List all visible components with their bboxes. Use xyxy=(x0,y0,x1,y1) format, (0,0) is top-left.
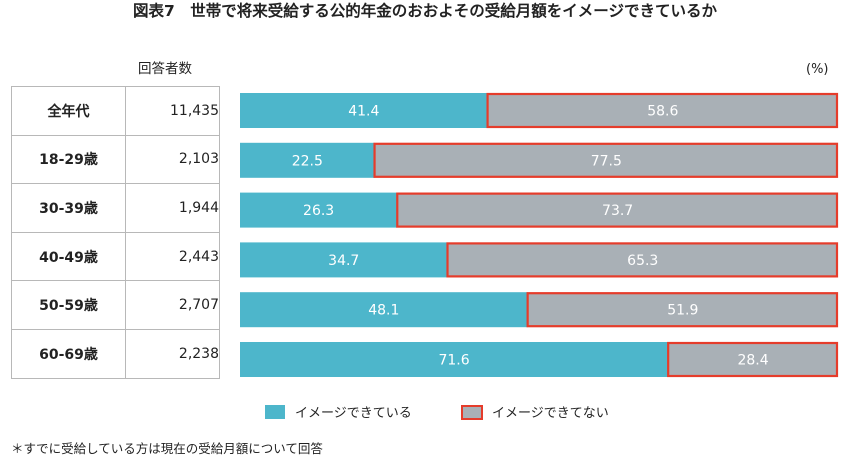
respondents-header: 回答者数 xyxy=(138,61,192,77)
legend-label-can-imagine: イメージできている xyxy=(295,406,412,421)
table-row: 50-59歳 2,707 xyxy=(11,280,220,330)
data-label-can-imagine: 41.4 xyxy=(348,104,379,120)
bar-can-imagine xyxy=(240,192,398,228)
chart-title: 図表7 世帯で将来受給する公的年金のおおよその受給月額をイメージできているか xyxy=(133,2,717,20)
legend-swatch-can-imagine xyxy=(265,405,285,419)
bar-cannot-imagine xyxy=(486,92,839,129)
data-label-cannot-imagine: 65.3 xyxy=(627,253,658,269)
footnote: ＊すでに受給している方は現在の受給月額について回答 xyxy=(11,441,323,456)
bar-cannot-imagine xyxy=(526,292,839,328)
legend-label-cannot-imagine: イメージできてない xyxy=(492,406,609,421)
table-row: 40-49歳 2,443 xyxy=(11,231,220,282)
row-label: 60-69歳 xyxy=(11,328,126,379)
row-count: 1,944 xyxy=(125,183,220,233)
bar-can-imagine xyxy=(240,292,528,328)
row-count: 11,435 xyxy=(125,86,220,136)
data-label-cannot-imagine: 77.5 xyxy=(591,153,622,169)
table-row: 30-39歳 1,944 xyxy=(11,183,220,233)
row-label: 40-49歳 xyxy=(11,231,126,282)
table-row: 全年代 11,435 xyxy=(11,86,220,136)
unit-label: (%) xyxy=(806,62,829,77)
bar-can-imagine xyxy=(240,93,488,128)
legend-swatch-cannot-imagine xyxy=(461,405,483,420)
table-row: 60-69歳 2,238 xyxy=(11,328,220,379)
row-label: 50-59歳 xyxy=(11,280,126,330)
bar-can-imagine xyxy=(240,342,669,377)
bar-cannot-imagine xyxy=(373,142,839,178)
data-label-can-imagine: 34.7 xyxy=(328,253,359,269)
bar-can-imagine xyxy=(240,142,375,178)
row-count: 2,103 xyxy=(125,134,220,185)
bar-cannot-imagine xyxy=(446,242,839,278)
bar-can-imagine xyxy=(240,242,448,278)
row-label: 30-39歳 xyxy=(11,183,126,233)
respondents-table: 全年代 11,435 18-29歳 2,103 30-39歳 1,944 40-… xyxy=(11,86,220,379)
data-label-can-imagine: 71.6 xyxy=(438,353,469,369)
row-label: 全年代 xyxy=(11,86,126,136)
data-label-can-imagine: 26.3 xyxy=(303,203,334,219)
data-label-cannot-imagine: 73.7 xyxy=(602,203,633,219)
row-count: 2,238 xyxy=(125,328,220,379)
data-label-cannot-imagine: 58.6 xyxy=(647,104,678,120)
data-label-can-imagine: 48.1 xyxy=(368,303,399,319)
data-label-can-imagine: 22.5 xyxy=(292,153,323,169)
row-count: 2,443 xyxy=(125,231,220,282)
bar-cannot-imagine xyxy=(396,192,839,228)
data-label-cannot-imagine: 51.9 xyxy=(667,303,698,319)
table-row: 18-29歳 2,103 xyxy=(11,134,220,185)
data-label-cannot-imagine: 28.4 xyxy=(737,353,768,369)
bar-cannot-imagine xyxy=(667,341,839,378)
